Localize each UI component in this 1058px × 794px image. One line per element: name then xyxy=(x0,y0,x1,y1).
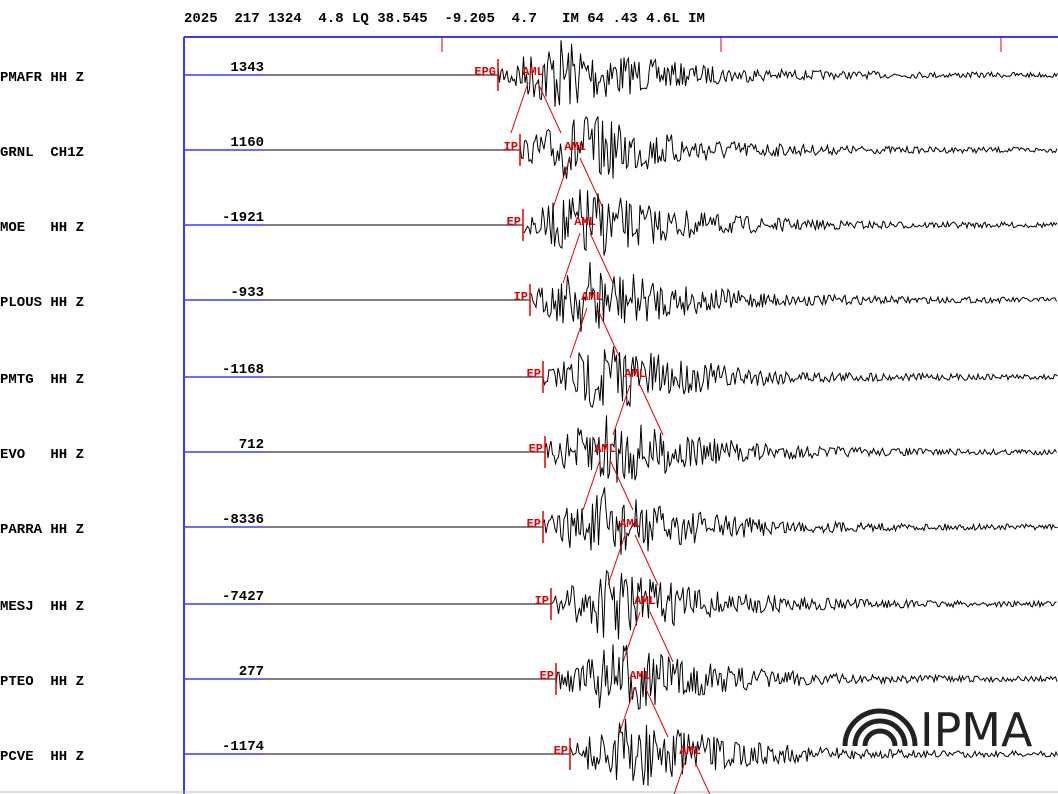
amplitude-label: -1174 xyxy=(222,739,264,755)
amplitude-pick: AML xyxy=(522,65,544,79)
pick-link xyxy=(537,82,562,134)
station-label: PTEO HH Z xyxy=(0,674,84,690)
phase-pick: EPG xyxy=(474,65,496,79)
waveform xyxy=(497,40,1058,107)
waveform xyxy=(569,718,1058,786)
station-label: EVO HH Z xyxy=(0,447,84,463)
phase-pick: EP xyxy=(507,215,521,229)
phase-pick: EP xyxy=(540,669,554,683)
amplitude-label: 277 xyxy=(239,664,264,680)
phase-pick: EP xyxy=(554,744,568,758)
waveform xyxy=(550,569,1057,640)
amplitude-pick: AML xyxy=(634,594,656,608)
pick-link xyxy=(552,157,571,209)
station-label: PCVE HH Z xyxy=(0,749,84,765)
phase-pick: EP xyxy=(529,442,543,456)
phase-pick: IP xyxy=(504,140,518,154)
station-label: PMAFR HH Z xyxy=(0,70,84,86)
pick-link xyxy=(579,157,604,209)
pick-link xyxy=(622,611,641,663)
amplitude-pick: AML xyxy=(594,442,616,456)
amplitude-label: 1160 xyxy=(230,135,264,151)
station-label: PMTG HH Z xyxy=(0,372,84,388)
amplitude-pick: AML xyxy=(624,367,646,381)
amplitude-label: -1168 xyxy=(222,362,264,378)
station-label: GRNL CH1Z xyxy=(0,145,84,161)
amplitude-pick: AML xyxy=(619,517,641,531)
waveform xyxy=(555,644,1058,710)
pick-link xyxy=(644,686,669,738)
amplitude-label: 1343 xyxy=(230,60,264,76)
amplitude-pick: AML xyxy=(629,669,651,683)
phase-pick: EP xyxy=(527,367,541,381)
pick-link xyxy=(694,761,711,794)
pick-link xyxy=(596,307,621,359)
waveform xyxy=(522,189,1058,256)
pick-link xyxy=(582,459,601,511)
logo xyxy=(842,708,918,747)
event-header: 2025 217 1324 4.8 LQ 38.545 -9.205 4.7 I… xyxy=(184,11,705,27)
amplitude-label: 712 xyxy=(239,437,264,453)
pick-link xyxy=(673,761,686,794)
pick-link xyxy=(569,307,588,359)
station-label: PLOUS HH Z xyxy=(0,295,84,311)
logo-arc xyxy=(842,708,918,747)
amplitude-pick: AML xyxy=(564,140,586,154)
pick-link xyxy=(609,459,634,511)
amplitude-label: -933 xyxy=(230,285,264,301)
phase-pick: EP xyxy=(527,517,541,531)
pick-link xyxy=(562,232,581,284)
pick-link xyxy=(510,82,529,134)
waveform xyxy=(544,415,1057,483)
station-label: MOE HH Z xyxy=(0,220,84,236)
pick-link xyxy=(649,611,674,663)
waveform xyxy=(519,116,1058,179)
logo-arc xyxy=(862,728,898,747)
amplitude-pick: AML xyxy=(679,744,701,758)
pick-link xyxy=(639,384,664,436)
phase-pick: IP xyxy=(535,594,549,608)
phase-pick: IP xyxy=(514,290,528,304)
amplitude-label: -8336 xyxy=(222,512,264,528)
station-label: PARRA HH Z xyxy=(0,522,84,538)
waveform xyxy=(542,346,1058,408)
logo-arc xyxy=(852,718,908,747)
pick-link xyxy=(607,534,626,586)
pick-link xyxy=(612,384,631,436)
logo-text: IPMA xyxy=(920,703,1033,757)
amplitude-pick: AML xyxy=(581,290,603,304)
waveform xyxy=(529,261,1057,333)
waveform xyxy=(542,487,1058,555)
amplitude-label: -7427 xyxy=(222,589,264,605)
pick-link xyxy=(589,232,614,284)
traces: PMAFR HH Z 1343 EPG AML GRNL CH1Z 1160 IP AML MO… xyxy=(0,40,1058,794)
amplitude-pick: AML xyxy=(574,215,596,229)
amplitude-label: -1921 xyxy=(222,210,264,226)
pick-link xyxy=(634,534,659,586)
station-label: MESJ HH Z xyxy=(0,599,84,615)
